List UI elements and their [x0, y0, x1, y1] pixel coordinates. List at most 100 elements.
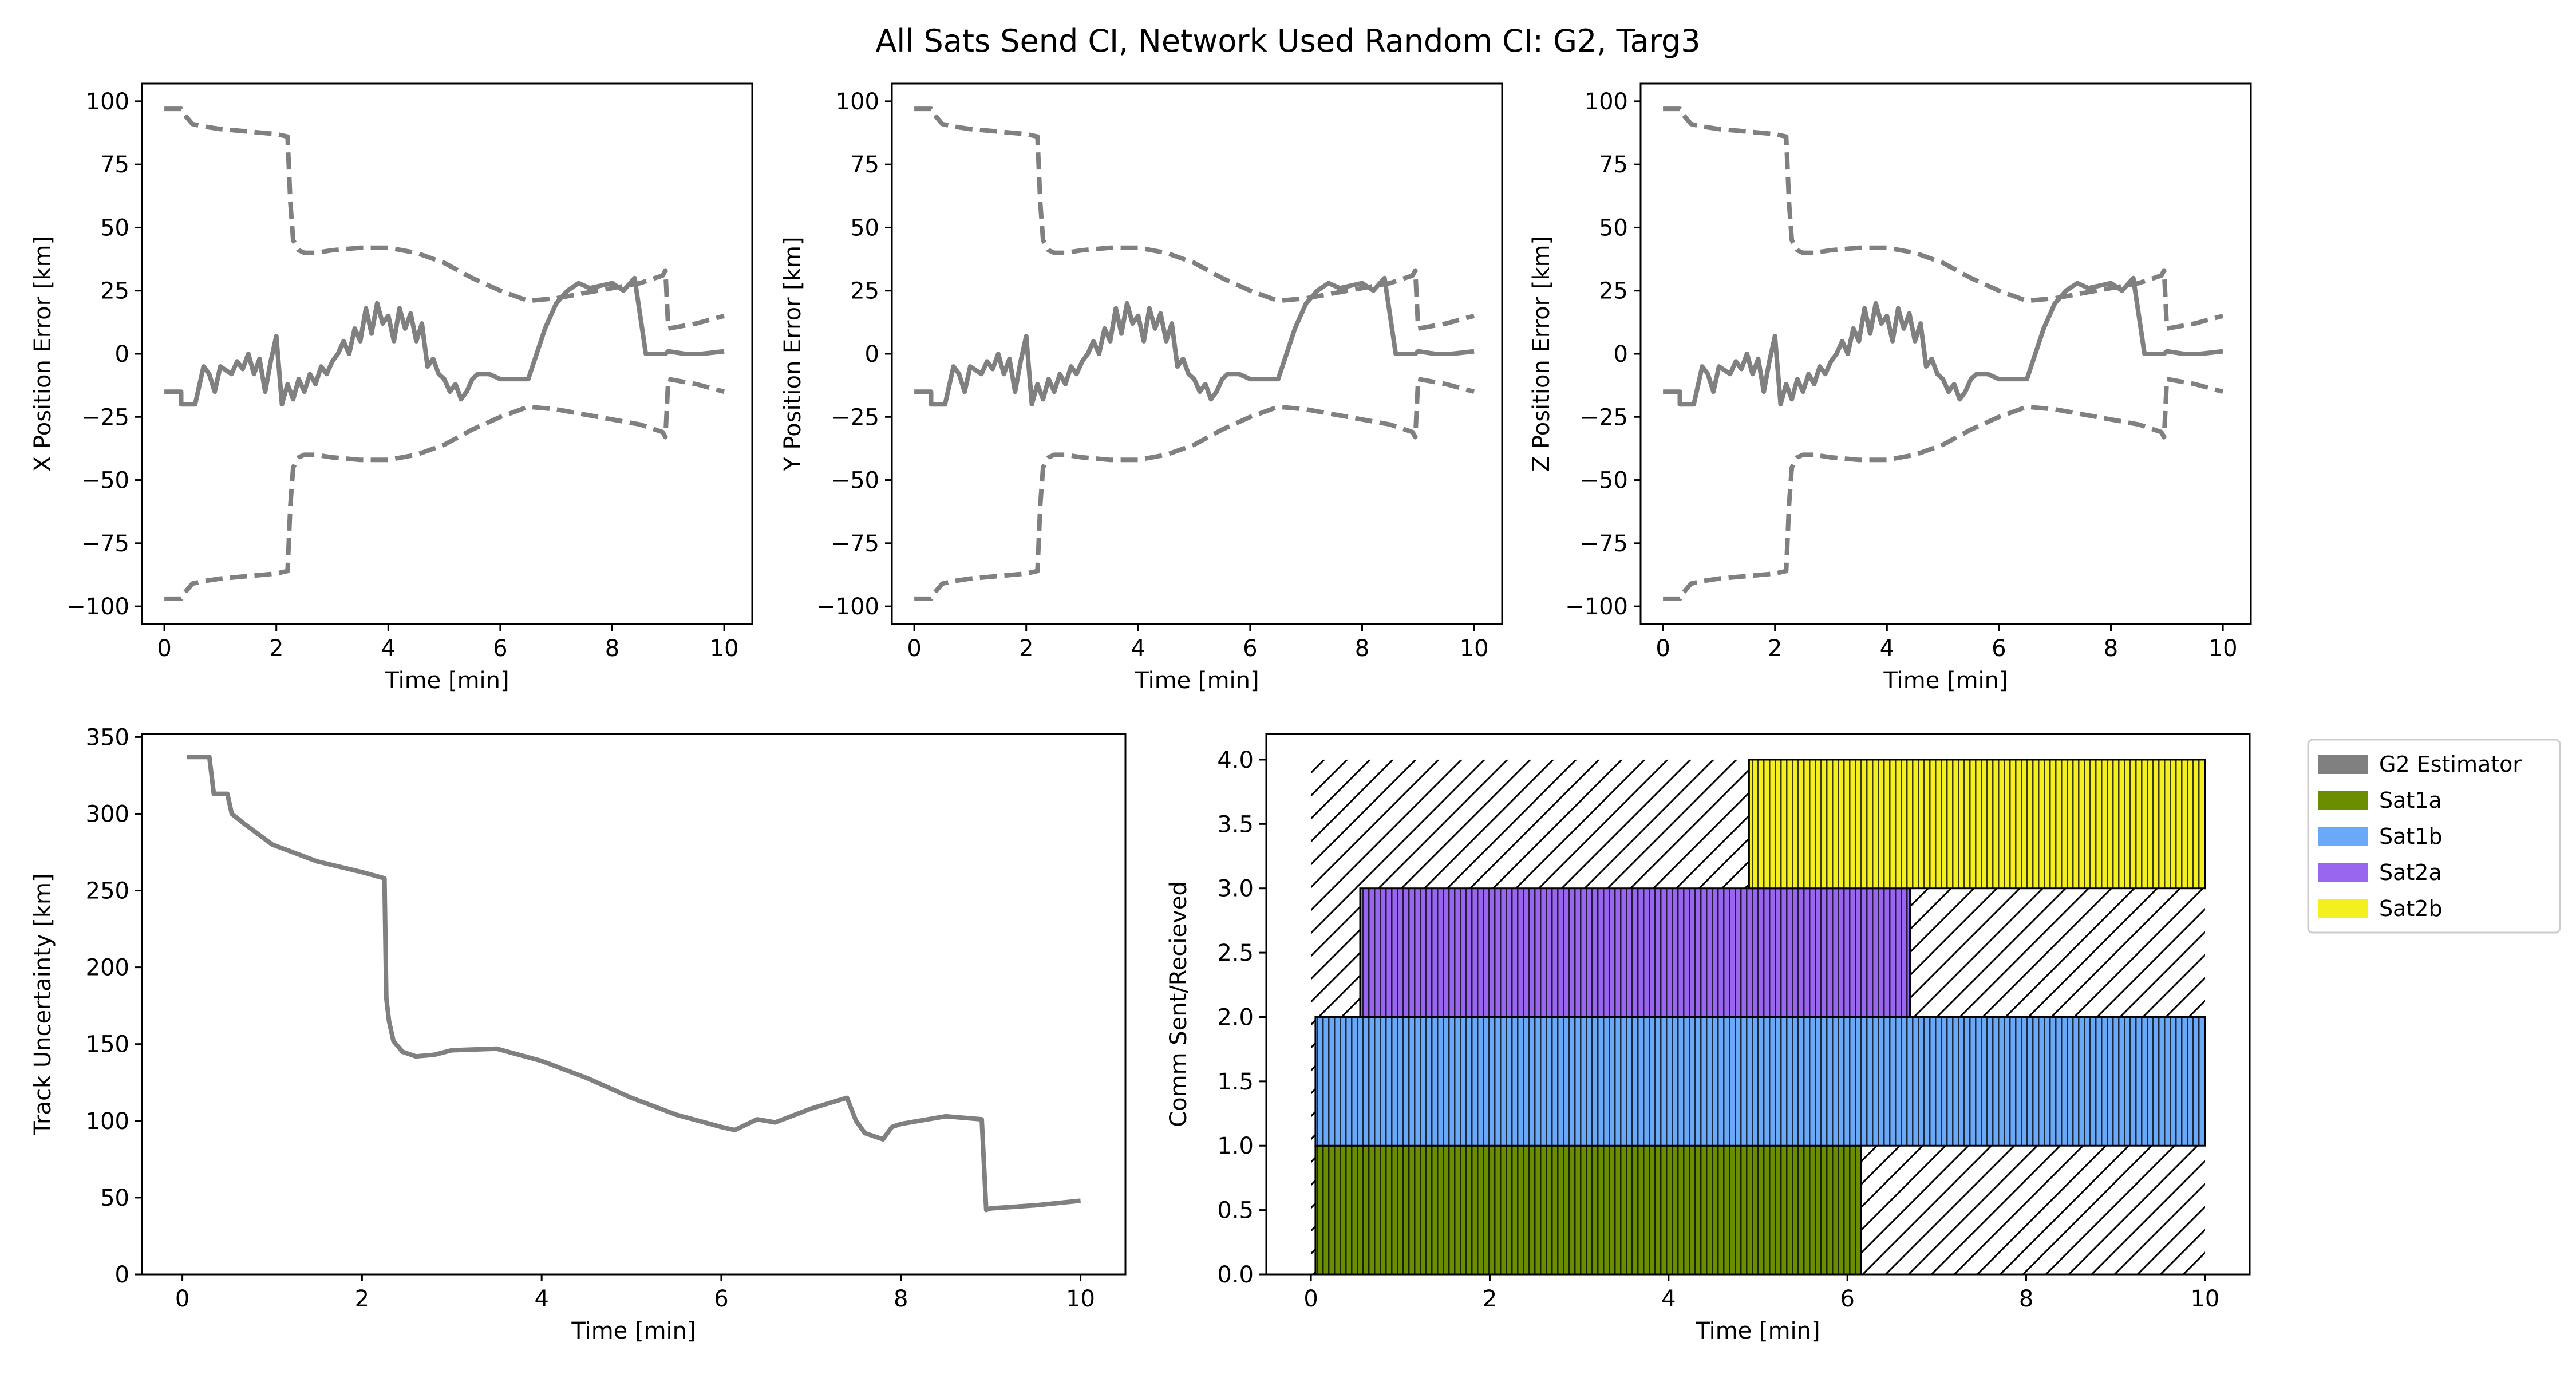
x-tick-label: 8: [2104, 635, 2118, 662]
x-tick-label: 4: [534, 1286, 548, 1312]
y-tick-label: −75: [81, 531, 129, 557]
legend-label: Sat2b: [2379, 896, 2443, 921]
bound-line-1: [1663, 106, 2224, 331]
x-tick-label: 4: [381, 635, 396, 662]
x-axis-label: Time [min]: [1134, 668, 1259, 694]
x-tick-label: 6: [1243, 635, 1257, 662]
y-tick-label: 0: [865, 341, 879, 368]
bar-sat2b-stripes: [1748, 759, 2206, 890]
bar-sat2a-stripes: [1359, 887, 1911, 1018]
y-tick-label: 3.5: [1217, 811, 1254, 838]
y-tick-label: 250: [86, 878, 129, 905]
y-tick-label: −75: [1580, 531, 1628, 557]
comm-bars-subplot: 0 2 4 6 8 10 0.0 0.5 1.0 1.5 2.0 2.5 3.0 3.5 4.0 Time […: [1165, 733, 2251, 1344]
y-tick-label: −50: [81, 468, 129, 494]
x-tick-label: 4: [1131, 635, 1145, 662]
y-tick-label: −100: [816, 594, 879, 620]
axes-frame: [1265, 733, 2251, 1276]
plot-area: [1663, 106, 2224, 601]
y-tick-label: 350: [86, 724, 129, 751]
x-tick-label: 8: [2019, 1286, 2033, 1312]
axes-frame: [141, 733, 1127, 1276]
y-tick-label: 25: [1599, 278, 1628, 305]
bound-line-2: [1663, 377, 2224, 601]
y-tick-label: 25: [850, 278, 879, 305]
x-axis-label: Time [min]: [1883, 668, 2008, 694]
plot-area: [164, 106, 725, 601]
plot-area: [914, 106, 1475, 601]
legend-swatch: [2318, 755, 2368, 774]
x-tick-label: 4: [1880, 635, 1894, 662]
y-tick-label: 100: [1585, 89, 1628, 115]
y-tick-label: 50: [100, 215, 129, 241]
x-error-subplot: 0 2 4 6 8 10 100 75 50 25 0 −25 −50 −75 −100 Time [min]…: [30, 82, 753, 694]
legend-frame: [2307, 739, 2561, 934]
y-tick-label: 75: [1599, 152, 1628, 178]
x-tick-label: 0: [175, 1286, 189, 1312]
plot-area: [187, 755, 1081, 1213]
legend: G2 Estimator Sat1a Sat1b Sat2a Sat2b: [2307, 739, 2561, 934]
x-tick-label: 10: [2190, 1286, 2219, 1312]
y-axis-label: Y Position Error [km]: [780, 236, 806, 471]
bar-sat1a-stripes: [1314, 1144, 1862, 1274]
x-tick-label: 0: [1656, 635, 1670, 662]
bar-sat1b-stripes: [1314, 1016, 2206, 1147]
y-tick-label: 300: [86, 801, 129, 827]
x-tick-label: 10: [1460, 635, 1489, 662]
x-tick-label: 6: [493, 635, 507, 662]
y-tick-label: 1.5: [1217, 1069, 1254, 1095]
x-tick-label: 0: [907, 635, 921, 662]
y-tick-label: −25: [831, 404, 879, 431]
x-axis-label: Time [min]: [571, 1318, 696, 1344]
figure-title: All Sats Send CI, Network Used Random CI…: [875, 23, 1700, 59]
y-tick-label: 150: [86, 1032, 129, 1058]
x-axis-label: Time [min]: [1695, 1318, 1820, 1344]
y-tick-label: −100: [66, 594, 129, 620]
y-tick-label: 3.0: [1217, 876, 1254, 902]
x-tick-label: 10: [710, 635, 739, 662]
y-tick-label: −25: [1580, 404, 1628, 431]
z-error-subplot: 0 2 4 6 8 10 100 75 50 25 0 −25 −50 −75 −100 Time [min]…: [1528, 82, 2252, 694]
y-tick-label: −100: [1565, 594, 1628, 620]
bound-line-1: [914, 106, 1475, 331]
x-tick-label: 6: [1840, 1286, 1854, 1312]
x-tick-label: 8: [894, 1286, 908, 1312]
y-tick-label: 200: [86, 955, 129, 981]
x-tick-label: 6: [1992, 635, 2006, 662]
y-tick-label: 2.0: [1217, 1004, 1254, 1030]
y-tick-label: 100: [86, 89, 129, 115]
y-axis-label: X Position Error [km]: [30, 236, 56, 472]
legend-swatch: [2318, 791, 2368, 810]
error-line: [914, 275, 1475, 407]
y-tick-label: 0.5: [1217, 1198, 1254, 1224]
error-line: [187, 755, 1081, 1213]
x-tick-label: 2: [1483, 1286, 1497, 1312]
y-tick-label: 0: [115, 1262, 129, 1288]
y-tick-label: 100: [836, 89, 879, 115]
bound-line-2: [164, 377, 725, 601]
x-tick-label: 0: [1303, 1286, 1318, 1312]
plot-area: [1311, 759, 2206, 1274]
error-line: [164, 275, 725, 407]
y-axis-label: Track Uncertainty [km]: [30, 873, 56, 1135]
bound-line-2: [914, 377, 1475, 601]
legend-swatch: [2318, 863, 2368, 882]
x-tick-label: 6: [714, 1286, 728, 1312]
y-tick-label: 0: [115, 341, 129, 368]
y-tick-label: −25: [81, 404, 129, 431]
y-error-subplot: 0 2 4 6 8 10 100 75 50 25 0 −25 −50 −75 −100 Time [min]…: [780, 82, 1503, 694]
y-tick-label: 1.0: [1217, 1133, 1254, 1159]
x-axis-label: Time [min]: [384, 668, 509, 694]
x-tick-label: 2: [1768, 635, 1782, 662]
legend-label: Sat2a: [2379, 860, 2442, 885]
x-tick-label: 10: [2208, 635, 2238, 662]
legend-swatch: [2318, 827, 2368, 846]
y-tick-label: 75: [100, 152, 129, 178]
y-axis-label: Z Position Error [km]: [1528, 236, 1555, 472]
error-line: [1663, 275, 2223, 407]
legend-label: G2 Estimator: [2379, 752, 2522, 777]
y-tick-label: −75: [831, 531, 879, 557]
y-tick-label: −50: [831, 468, 879, 494]
y-tick-label: 0.0: [1217, 1262, 1254, 1288]
